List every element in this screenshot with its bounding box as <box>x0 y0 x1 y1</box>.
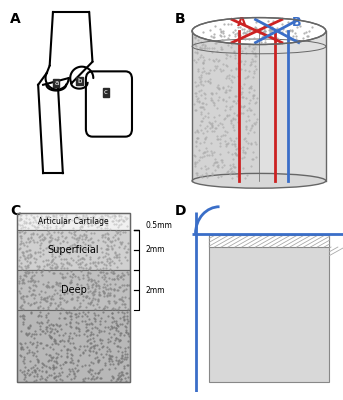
Bar <box>17 230 130 270</box>
Text: B: B <box>175 12 186 26</box>
Text: c: c <box>104 90 108 96</box>
Text: a: a <box>54 80 58 86</box>
Text: 2mm: 2mm <box>146 286 165 295</box>
Ellipse shape <box>192 18 326 44</box>
Text: D: D <box>175 204 187 218</box>
Text: Deep: Deep <box>61 285 86 295</box>
Text: B: B <box>292 16 301 29</box>
Bar <box>17 214 130 230</box>
Text: 0.5mm: 0.5mm <box>146 222 173 230</box>
Bar <box>17 270 130 310</box>
Text: A: A <box>237 16 247 29</box>
Bar <box>259 31 326 181</box>
Text: 2mm: 2mm <box>146 246 165 254</box>
Bar <box>209 234 329 247</box>
Text: C: C <box>10 204 20 218</box>
Bar <box>17 214 130 382</box>
Bar <box>17 310 130 382</box>
Text: Articular Cartilage: Articular Cartilage <box>38 217 109 226</box>
Text: A: A <box>10 12 21 26</box>
Text: b: b <box>77 78 82 84</box>
Bar <box>192 31 259 181</box>
Text: Superficial: Superficial <box>48 245 99 255</box>
Ellipse shape <box>192 174 326 188</box>
Bar <box>209 234 329 382</box>
